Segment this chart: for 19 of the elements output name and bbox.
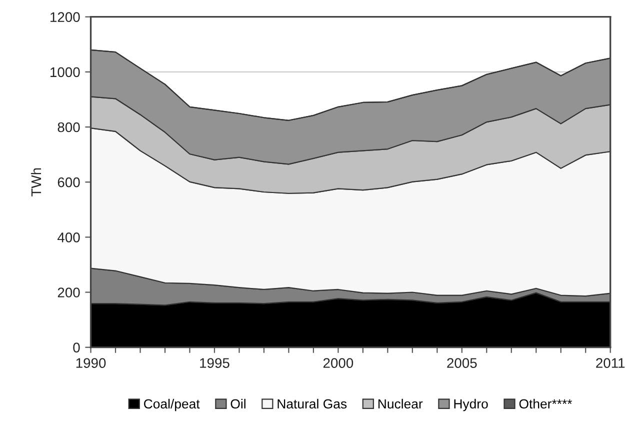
- y-tick-label: 400: [58, 232, 80, 242]
- y-tick-label: 0: [73, 342, 80, 352]
- y-tick-label: 1000: [50, 67, 80, 78]
- x-tick-label: 2011: [596, 358, 625, 368]
- y-tick-label: 1200: [50, 12, 80, 22]
- legend-label: Other****: [519, 398, 572, 409]
- y-tick-label: 600: [58, 177, 80, 188]
- x-tick-label: 1995: [200, 358, 230, 368]
- y-tick-label: 200: [58, 288, 80, 298]
- x-tick-label: 1990: [76, 358, 106, 368]
- legend-label: Nuclear: [378, 398, 423, 409]
- y-axis-title: TWh: [30, 168, 42, 196]
- x-tick-label: 2005: [447, 358, 477, 368]
- y-tick-label: 800: [58, 122, 80, 132]
- legend-label: Coal/peat: [144, 398, 200, 412]
- legend-label: Oil: [230, 398, 246, 409]
- legend-label: Natural Gas: [278, 398, 347, 409]
- x-tick-label: 2000: [323, 358, 354, 368]
- legend-label: Hydro: [454, 398, 488, 412]
